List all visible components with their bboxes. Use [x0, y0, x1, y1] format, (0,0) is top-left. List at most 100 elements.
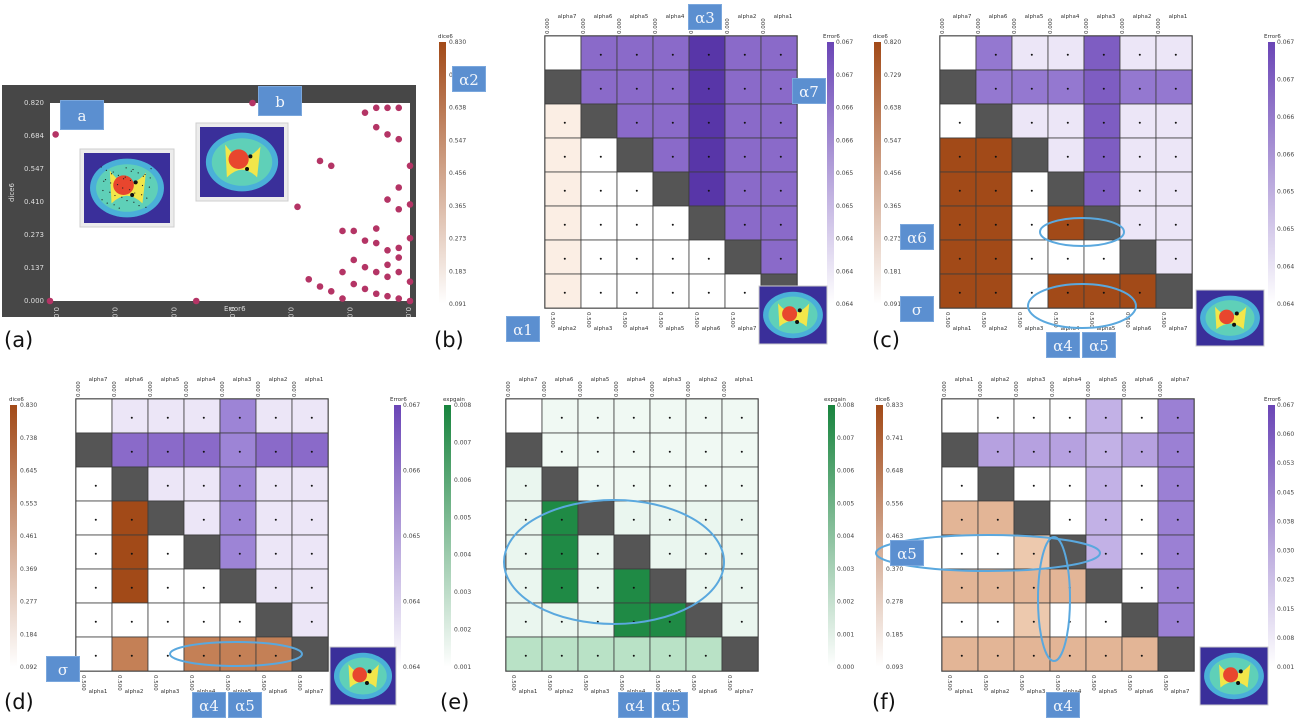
panel-b-letter: (b)	[434, 328, 464, 352]
lower-cell	[975, 273, 1013, 309]
noise-dot	[144, 173, 146, 176]
upper-cell	[1157, 466, 1195, 502]
sample-marker	[599, 223, 602, 226]
sample-marker	[599, 189, 602, 192]
sample-marker	[958, 223, 961, 226]
upper-cell	[1119, 205, 1157, 241]
upper-cell	[649, 466, 687, 502]
sample-marker	[1104, 620, 1107, 623]
colorbar-right-tick: 0.006	[837, 468, 854, 475]
diagonal-cell	[1121, 602, 1159, 638]
sample-marker	[166, 586, 169, 589]
sample-marker	[238, 416, 241, 419]
inset-marker	[797, 308, 802, 313]
colorbar-right-label: Error6	[1264, 34, 1281, 40]
label-alpha2-b: α2	[452, 66, 486, 92]
sample-marker	[671, 223, 674, 226]
panel-a: 0.000 0.137 0.273 0.410 0.547 0.684 0.820 dice6…	[2, 85, 416, 317]
colorbar-right-label: Error6	[823, 34, 840, 40]
upper-cell	[580, 35, 618, 71]
label-alpha6-c: α6	[900, 224, 934, 250]
inset-brain	[329, 646, 397, 706]
upper-cell	[685, 432, 723, 468]
panel-f-letter: (f)	[872, 690, 896, 714]
top-axis-label: alpha2	[269, 377, 288, 383]
sample-marker	[1176, 484, 1179, 487]
bottom-axis-label: alpha6	[1135, 689, 1154, 695]
colorbar-right	[827, 42, 834, 304]
lower-cell	[75, 466, 113, 502]
sample-marker	[596, 484, 599, 487]
sample-marker	[1104, 484, 1107, 487]
sample-marker	[1174, 121, 1177, 124]
x-tick-label: 0.066	[345, 307, 353, 317]
noise-dot	[125, 167, 127, 169]
sample-marker	[1138, 53, 1141, 56]
sample-marker	[635, 257, 638, 260]
colorbar-right-tick: 0.065	[1277, 189, 1294, 196]
bottom-axis-label: alpha2	[991, 689, 1010, 695]
upper-cell	[760, 103, 798, 139]
bottom-axis-label: alpha6	[269, 689, 288, 695]
colorbar-right	[394, 405, 401, 667]
sample-marker	[1174, 53, 1177, 56]
sample-marker	[635, 223, 638, 226]
colorbar-left	[874, 42, 881, 304]
upper-cell	[577, 466, 615, 502]
top-axis-tick: 0.000	[292, 381, 298, 397]
lower-cell	[613, 636, 651, 672]
sample-marker	[274, 518, 277, 521]
sample-marker	[1174, 189, 1177, 192]
data-point	[384, 292, 391, 300]
upper-cell	[1155, 69, 1193, 105]
label-alpha5-f: α5	[890, 540, 924, 566]
bottom-axis-tick: 0.500	[1088, 312, 1094, 328]
sample-marker	[274, 552, 277, 555]
upper-cell	[1121, 432, 1159, 468]
top-axis-label: alpha1	[1169, 14, 1188, 20]
label-alpha4-d: α4	[192, 692, 226, 718]
data-point	[192, 297, 200, 305]
top-axis-label: alpha3	[1097, 14, 1116, 20]
top-axis-label: alpha5	[1025, 14, 1044, 20]
lower-cell	[1047, 205, 1085, 241]
label-sigma-c: σ	[900, 296, 934, 322]
sample-marker	[707, 155, 710, 158]
sample-marker	[596, 654, 599, 657]
upper-cell	[1011, 103, 1049, 139]
sample-marker	[563, 223, 566, 226]
noise-dot	[130, 170, 132, 172]
panel-d-letter: (d)	[4, 690, 34, 714]
bottom-axis-label: alpha5	[1097, 326, 1116, 332]
bottom-axis-tick: 0.500	[224, 675, 230, 691]
bottom-axis-label: alpha4	[1061, 326, 1080, 332]
top-axis-tick: 0.000	[978, 381, 984, 397]
colorbar-left-label: expgain	[443, 397, 465, 403]
top-axis-label: alpha6	[594, 14, 613, 20]
top-axis-tick: 0.000	[942, 381, 948, 397]
data-point	[395, 268, 403, 276]
sample-marker	[743, 121, 746, 124]
brain-lesion	[113, 175, 134, 195]
sample-marker	[1068, 654, 1071, 657]
colorbar-right-tick: 0.067	[836, 39, 853, 46]
sample-marker	[310, 586, 313, 589]
lower-cell	[580, 239, 618, 275]
upper-cell	[1121, 568, 1159, 604]
upper-cell	[255, 466, 293, 502]
lower-cell	[541, 500, 579, 536]
sample-marker	[1032, 552, 1035, 555]
colorbar-right-tick: 0.065	[403, 533, 420, 540]
data-point	[316, 283, 324, 290]
upper-cell	[721, 398, 759, 434]
diagonal-cell	[975, 103, 1013, 139]
sample-marker	[743, 87, 746, 90]
data-point	[384, 246, 391, 254]
colorbar-right-tick: 0.001	[1277, 664, 1294, 671]
upper-cell	[1083, 103, 1121, 139]
upper-cell	[183, 466, 221, 502]
upper-cell	[613, 500, 651, 536]
top-axis-label: alpha5	[630, 14, 649, 20]
top-axis-tick: 0.000	[653, 18, 659, 34]
y-tick-label: 0.273	[24, 231, 44, 239]
